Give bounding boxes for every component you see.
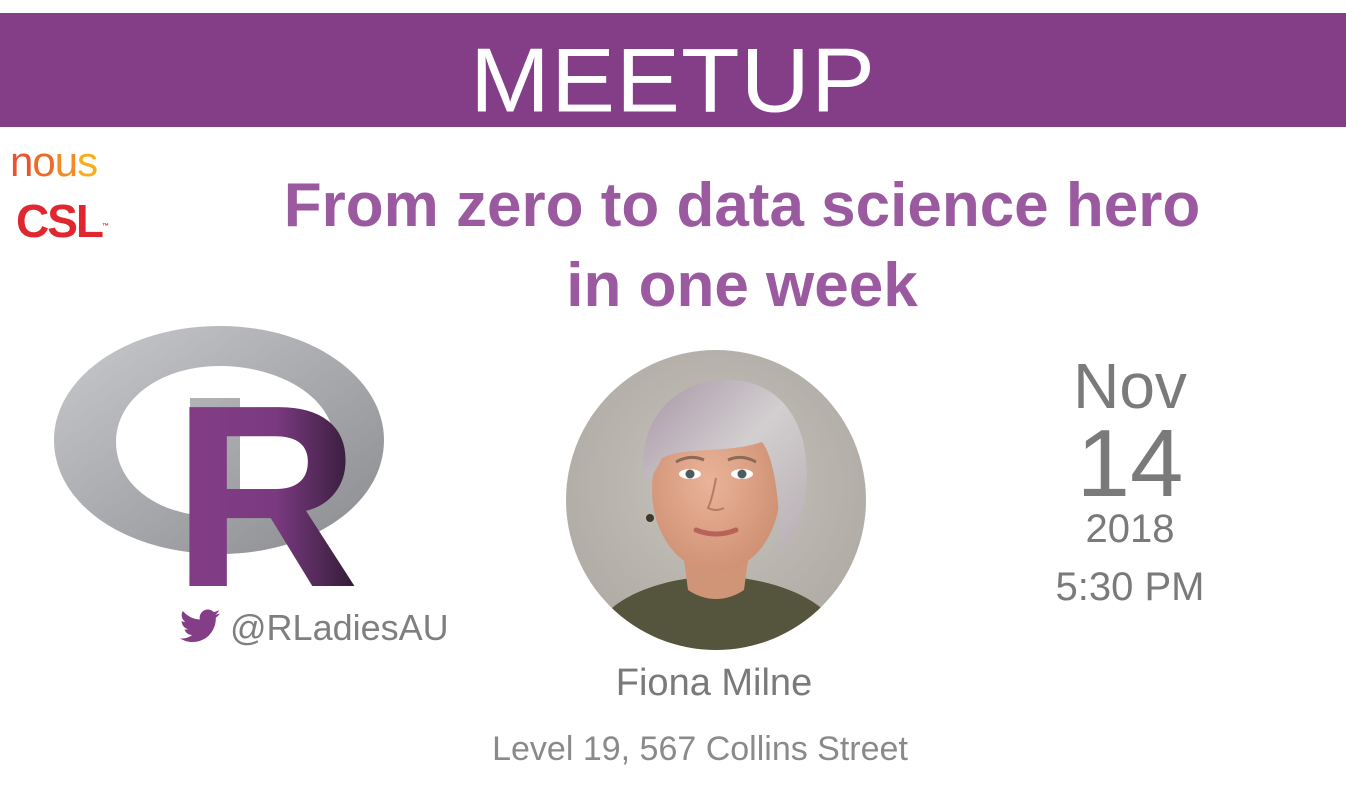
venue-address: Level 19, 567 Collins Street <box>492 730 908 768</box>
twitter-handle-row[interactable]: @RLadiesAU <box>180 605 449 651</box>
banner-title: MEETUP <box>469 29 877 132</box>
event-month: Nov <box>1073 350 1187 422</box>
r-logo-ring <box>54 326 384 554</box>
twitter-icon <box>180 609 220 648</box>
speaker-name: Fiona Milne <box>615 662 813 704</box>
event-title-line-2: in one week <box>566 251 918 320</box>
csl-logo: CSL™ <box>16 195 109 247</box>
meetup-banner: MEETUP <box>0 13 1346 132</box>
nous-logo: nous <box>10 138 98 185</box>
event-title: From zero to data science hero in one we… <box>140 166 1344 326</box>
event-day: 14 <box>1076 410 1184 517</box>
event-time: 5:30 PM <box>1055 565 1205 609</box>
event-title-line-1: From zero to data science hero <box>283 171 1201 240</box>
speaker-photo <box>566 350 866 650</box>
r-logo-letter: R <box>172 352 360 592</box>
twitter-handle-text[interactable]: @RLadiesAU <box>230 607 449 648</box>
r-logo: R <box>50 322 390 642</box>
speaker-hair <box>643 379 807 550</box>
speaker-shirt <box>586 576 848 650</box>
event-year: 2018 <box>1085 507 1175 551</box>
